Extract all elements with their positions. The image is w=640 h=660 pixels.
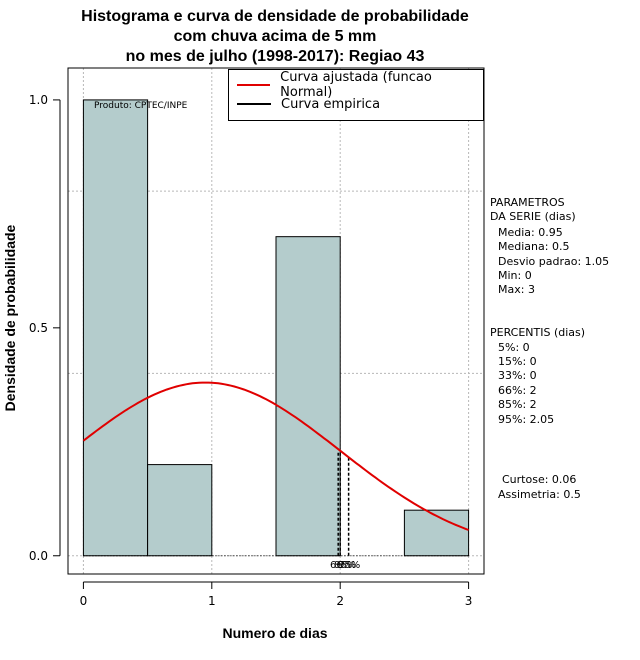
histogram-bar-3 <box>275 236 341 557</box>
param-media: Media: 0.95 <box>498 226 563 239</box>
chart-title-line1: Histograma e curva de densidade de proba… <box>81 8 469 25</box>
x-axis: 0 1 2 3 <box>80 581 473 608</box>
x-tick-label-2: 2 <box>336 594 344 608</box>
normal-fit-curve <box>82 381 469 531</box>
legend-item-empirical: Curva empirica <box>237 95 380 113</box>
y-tick-label-0: 0.0 <box>29 549 48 563</box>
chart-title-line2: com chuva acima de 5 mm <box>173 28 377 45</box>
params-header-2: DA SERIE (dias) <box>490 210 576 223</box>
x-tick-label-1: 1 <box>208 594 216 608</box>
param-max: Max: 3 <box>498 283 535 296</box>
params-header-1: PARAMETROS <box>490 196 565 209</box>
y-axis: 0.0 0.5 1.0 <box>29 93 61 563</box>
param-min: Min: 0 <box>498 269 532 282</box>
legend-label-empirical: Curva empirica <box>281 96 381 112</box>
histogram-bar-0 <box>82 99 149 557</box>
legend-swatch-fitted <box>237 84 271 86</box>
percentil-33: 33%: 0 <box>498 369 537 382</box>
percentil-66: 66%: 2 <box>498 384 537 397</box>
x-axis-label: Numero de dias <box>222 625 328 641</box>
percentis-header: PERCENTIS (dias) <box>490 326 586 339</box>
legend-label-fitted: Curva ajustada (funcao Normal) <box>280 70 432 100</box>
product-watermark: Produto: CPTEC/INPE <box>94 101 188 111</box>
percentile-mark-label-66: 66% <box>330 560 353 571</box>
param-mediana: Mediana: 0.5 <box>498 240 570 253</box>
legend-swatch-empirical <box>237 103 271 105</box>
histogram-bar-5 <box>403 509 470 557</box>
percentil-95: 95%: 2.05 <box>498 413 555 426</box>
param-desvio: Desvio padrao: 1.05 <box>498 255 610 268</box>
percentile-mark-label-95: 95% <box>338 560 361 571</box>
y-tick-label-2: 1.0 <box>29 93 48 107</box>
y-tick-label-1: 0.5 <box>29 321 48 335</box>
x-tick-label-3: 3 <box>465 594 473 608</box>
y-axis-label: Densidade de probabilidade <box>2 224 18 412</box>
percentile-lines <box>337 450 350 556</box>
percentil-5: 5%: 0 <box>498 341 530 354</box>
percentil-15: 15%: 0 <box>498 355 537 368</box>
histogram-bar-1 <box>147 464 213 557</box>
plot-frame <box>67 67 485 575</box>
stat-curtose: Curtose: 0.06 <box>502 473 577 486</box>
histogram-bars <box>82 99 470 557</box>
stat-assimetria: Assimetria: 0.5 <box>498 488 581 501</box>
percentil-85: 85%: 2 <box>498 398 537 411</box>
x-tick-label-0: 0 <box>80 594 88 608</box>
legend-item-fitted: Curva ajustada (funcao Normal) <box>237 70 483 100</box>
chart-title-line3: no mes de julho (1998-2017): Regiao 43 <box>125 48 425 65</box>
legend: Curva ajustada (funcao Normal) Curva emp… <box>228 69 484 121</box>
percentile-mark-label-85: 85% <box>334 560 357 571</box>
